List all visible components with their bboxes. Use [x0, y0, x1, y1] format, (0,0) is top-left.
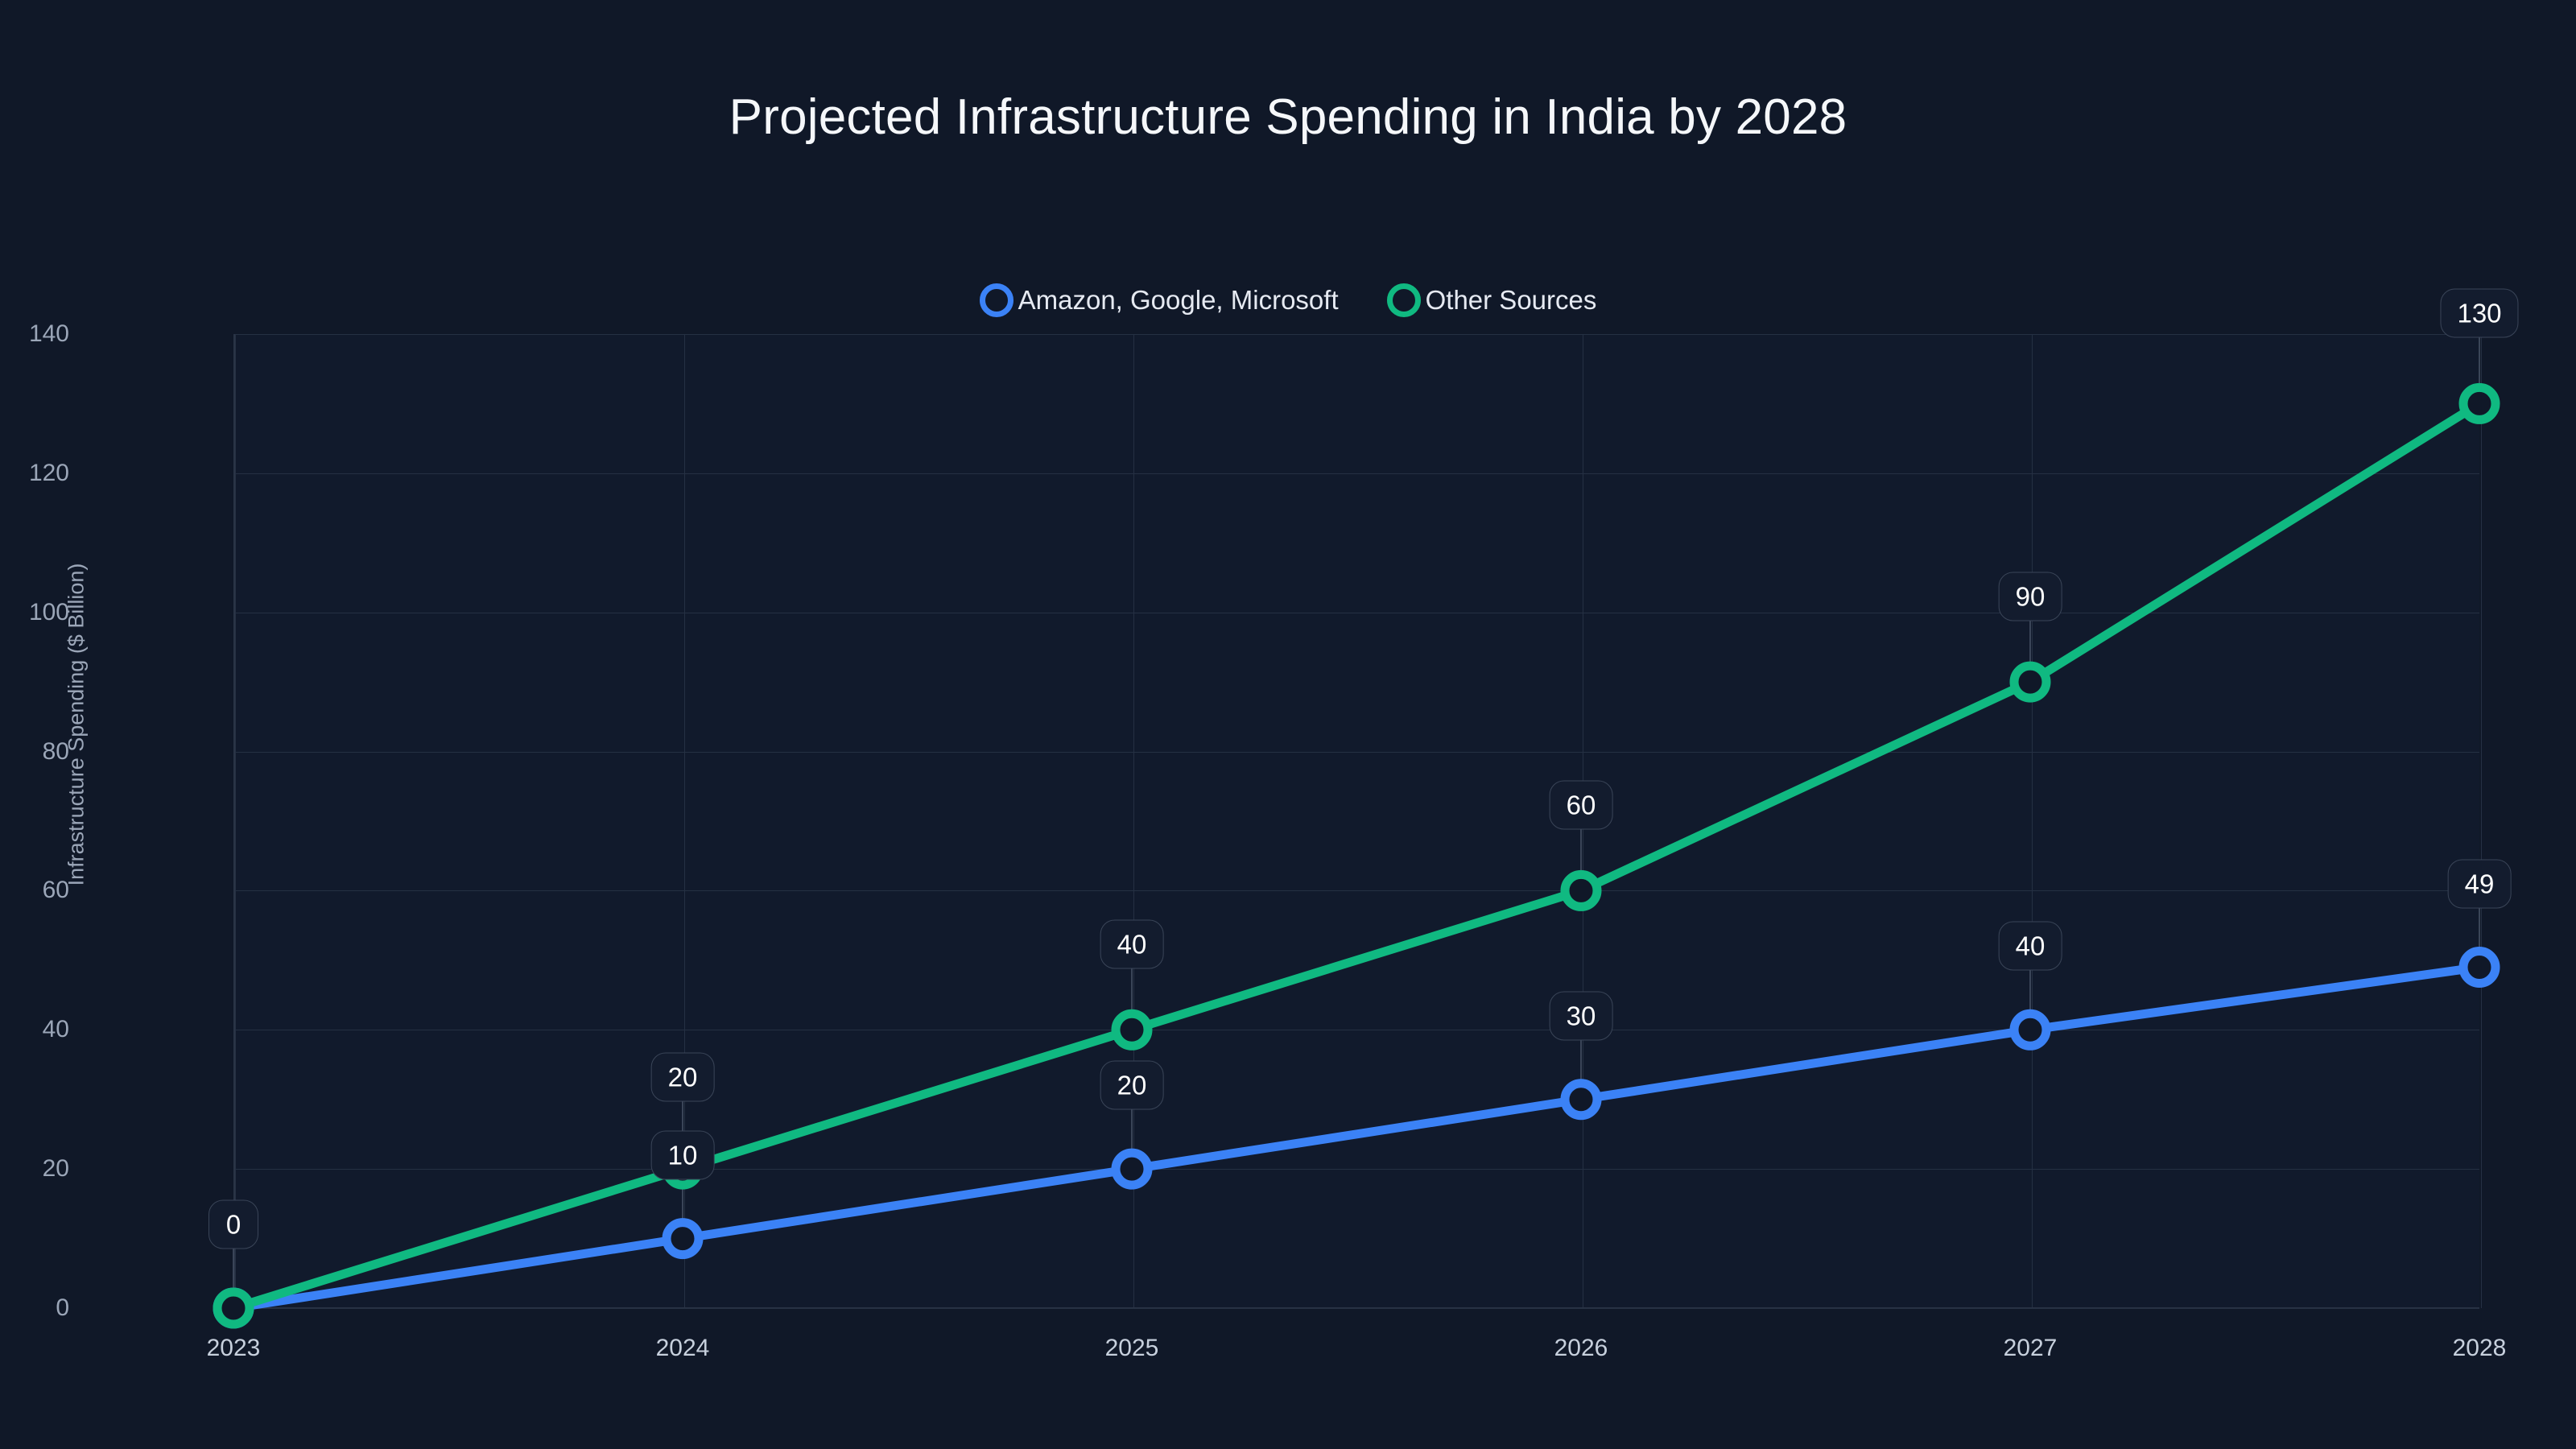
data-label-badge: 30 [1549, 991, 1613, 1041]
data-label-badge: 90 [1998, 572, 2062, 621]
y-axis-tick-label: 140 [28, 320, 69, 347]
y-axis-tick-label: 120 [28, 459, 69, 486]
gridline-horizontal [235, 1169, 2479, 1170]
gridline-horizontal [235, 890, 2479, 892]
legend-item-other-sources[interactable]: Other Sources [1386, 283, 1597, 317]
data-label-badge: 10 [650, 1130, 715, 1180]
data-label-badge: 40 [1100, 919, 1164, 969]
gridline-horizontal [235, 751, 2479, 753]
y-axis-tick-label: 100 [28, 598, 69, 625]
data-label-badge: 60 [1549, 780, 1613, 830]
data-label-badge: 20 [650, 1052, 715, 1102]
y-axis-tick-label: 40 [42, 1016, 69, 1043]
plot-area [233, 334, 2482, 1309]
gridline-vertical [235, 334, 236, 1308]
chart-legend: Amazon, Google, Microsoft Other Sources [0, 283, 2576, 317]
x-axis-tick-label: 2026 [1554, 1335, 1608, 1361]
legend-marker-circle-icon [979, 283, 1013, 317]
gridline-horizontal [235, 1308, 2479, 1309]
data-label-badge: 130 [2440, 288, 2519, 338]
gridline-vertical [1133, 334, 1134, 1308]
legend-marker-circle-icon [1386, 283, 1421, 317]
gridline-horizontal [235, 334, 2479, 335]
y-axis-tick-label: 20 [42, 1155, 69, 1183]
data-label-badge: 20 [1100, 1060, 1164, 1110]
gridline-vertical [2032, 334, 2033, 1308]
x-axis-tick-label: 2025 [1104, 1335, 1159, 1361]
y-axis-tick-label: 60 [42, 877, 69, 904]
y-axis-tick-label: 80 [42, 737, 69, 765]
gridline-vertical [2481, 334, 2482, 1308]
x-axis-tick-label: 2023 [206, 1335, 261, 1361]
x-axis-line [235, 1307, 2479, 1308]
data-label-badge: 40 [1998, 921, 2062, 971]
x-axis-tick-label: 2027 [2003, 1335, 2058, 1361]
x-axis-tick-label: 2028 [2452, 1335, 2507, 1361]
legend-label: Other Sources [1425, 285, 1597, 315]
data-label-badge: 0 [208, 1199, 258, 1249]
chart-title: Projected Infrastructure Spending in Ind… [729, 89, 1847, 145]
gridline-horizontal [235, 473, 2479, 474]
legend-item-amazon-google-microsoft[interactable]: Amazon, Google, Microsoft [979, 283, 1339, 317]
y-axis-tick-label: 0 [56, 1294, 69, 1321]
legend-label: Amazon, Google, Microsoft [1018, 285, 1339, 315]
data-label-badge: 49 [2447, 859, 2512, 908]
x-axis-tick-label: 2024 [655, 1335, 710, 1361]
